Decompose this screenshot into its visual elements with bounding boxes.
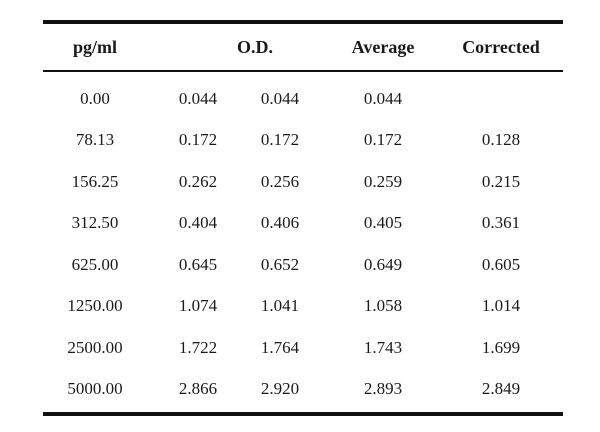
table-row: 312.50 0.404 0.406 0.405 0.361: [43, 203, 563, 245]
cell-average: 0.649: [363, 254, 403, 274]
cell-od-2: 0.652: [260, 254, 300, 274]
table-row: 5000.00 2.866 2.920 2.893 2.849: [43, 369, 563, 411]
cell-corrected: 1.014: [481, 296, 521, 316]
table-row: 0.00 0.044 0.044 0.044: [43, 78, 563, 120]
table-top-rule: [43, 20, 563, 24]
cell-average: 0.044: [363, 88, 403, 108]
cell-average: 1.743: [363, 337, 403, 357]
cell-pg-ml: 1250.00: [67, 296, 123, 316]
cell-average: 0.405: [363, 213, 403, 233]
cell-od-1: 0.262: [178, 171, 218, 191]
cell-pg-ml: 2500.00: [67, 337, 123, 357]
cell-corrected: [447, 78, 555, 120]
cell-od-1: 1.722: [178, 337, 218, 357]
cell-pg-ml: 5000.00: [67, 379, 123, 399]
table-body: 0.00 0.044 0.044 0.044 78.13 0.172 0.172…: [43, 72, 563, 412]
cell-od-2: 0.172: [260, 130, 300, 150]
cell-od-1: 1.074: [178, 296, 218, 316]
cell-od-2: 1.041: [260, 296, 300, 316]
cell-corrected: 0.128: [481, 130, 521, 150]
cell-od-2: 0.406: [260, 213, 300, 233]
cell-od-1: 0.044: [178, 88, 218, 108]
cell-corrected: 2.849: [481, 379, 521, 399]
header-corrected: Corrected: [462, 36, 540, 57]
table-row: 78.13 0.172 0.172 0.172 0.128: [43, 120, 563, 162]
cell-od-1: 2.866: [178, 379, 218, 399]
header-od: O.D.: [237, 36, 273, 57]
table-row: 625.00 0.645 0.652 0.649 0.605: [43, 244, 563, 286]
table-header-row: pg/ml O.D. Average Corrected: [43, 24, 563, 70]
cell-pg-ml: 0.00: [80, 88, 110, 108]
cell-corrected: 0.361: [481, 213, 521, 233]
table-row: 1250.00 1.074 1.041 1.058 1.014: [43, 286, 563, 328]
cell-od-2: 2.920: [260, 379, 300, 399]
cell-pg-ml: 625.00: [71, 254, 119, 274]
cell-corrected: 0.605: [481, 254, 521, 274]
cell-average: 2.893: [363, 379, 403, 399]
cell-pg-ml: 312.50: [71, 213, 119, 233]
cell-od-1: 0.404: [178, 213, 218, 233]
cell-od-2: 0.044: [260, 88, 300, 108]
header-average: Average: [351, 36, 415, 57]
table-bottom-rule: [43, 412, 563, 416]
cell-corrected: 1.699: [481, 337, 521, 357]
cell-average: 1.058: [363, 296, 403, 316]
cell-od-2: 1.764: [260, 337, 300, 357]
cell-pg-ml: 78.13: [75, 130, 115, 150]
cell-pg-ml: 156.25: [71, 171, 119, 191]
cell-corrected: 0.215: [481, 171, 521, 191]
standard-curve-table: pg/ml O.D. Average Corrected 0.00 0.044 …: [43, 20, 563, 416]
table-header-rule: [43, 70, 563, 72]
cell-od-1: 0.172: [178, 130, 218, 150]
cell-average: 0.172: [363, 130, 403, 150]
table-row: 156.25 0.262 0.256 0.259 0.215: [43, 161, 563, 203]
cell-average: 0.259: [363, 171, 403, 191]
cell-od-2: 0.256: [260, 171, 300, 191]
cell-od-1: 0.645: [178, 254, 218, 274]
header-pg-ml: pg/ml: [72, 36, 117, 57]
table-row: 2500.00 1.722 1.764 1.743 1.699: [43, 327, 563, 369]
